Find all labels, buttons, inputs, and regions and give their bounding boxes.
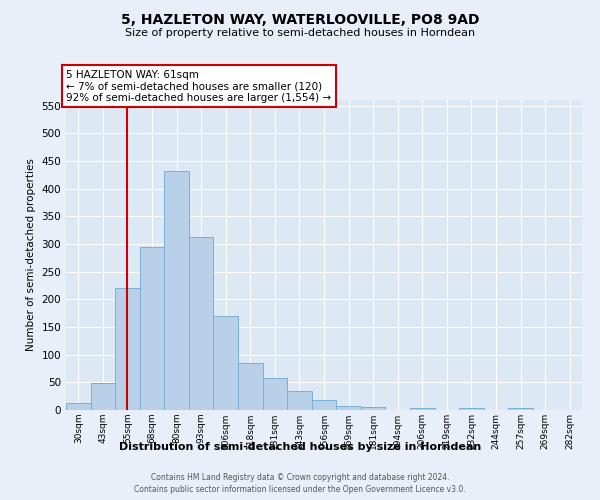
Bar <box>459 408 484 410</box>
Bar <box>508 408 533 410</box>
Bar <box>410 408 434 410</box>
Bar <box>263 378 287 410</box>
Bar <box>287 390 312 410</box>
Text: 5, HAZLETON WAY, WATERLOOVILLE, PO8 9AD: 5, HAZLETON WAY, WATERLOOVILLE, PO8 9AD <box>121 12 479 26</box>
Y-axis label: Number of semi-detached properties: Number of semi-detached properties <box>26 158 36 352</box>
Bar <box>189 238 214 410</box>
Bar <box>164 171 189 410</box>
Bar <box>312 400 336 410</box>
Text: 5 HAZLETON WAY: 61sqm
← 7% of semi-detached houses are smaller (120)
92% of semi: 5 HAZLETON WAY: 61sqm ← 7% of semi-detac… <box>67 70 332 103</box>
Bar <box>140 246 164 410</box>
Bar <box>91 384 115 410</box>
Bar <box>361 407 385 410</box>
Bar <box>214 316 238 410</box>
Text: Size of property relative to semi-detached houses in Horndean: Size of property relative to semi-detach… <box>125 28 475 38</box>
Text: Distribution of semi-detached houses by size in Horndean: Distribution of semi-detached houses by … <box>119 442 481 452</box>
Bar <box>238 363 263 410</box>
Text: Contains public sector information licensed under the Open Government Licence v3: Contains public sector information licen… <box>134 484 466 494</box>
Bar <box>66 403 91 410</box>
Text: Contains HM Land Registry data © Crown copyright and database right 2024.: Contains HM Land Registry data © Crown c… <box>151 473 449 482</box>
Bar <box>115 288 140 410</box>
Bar <box>336 406 361 410</box>
